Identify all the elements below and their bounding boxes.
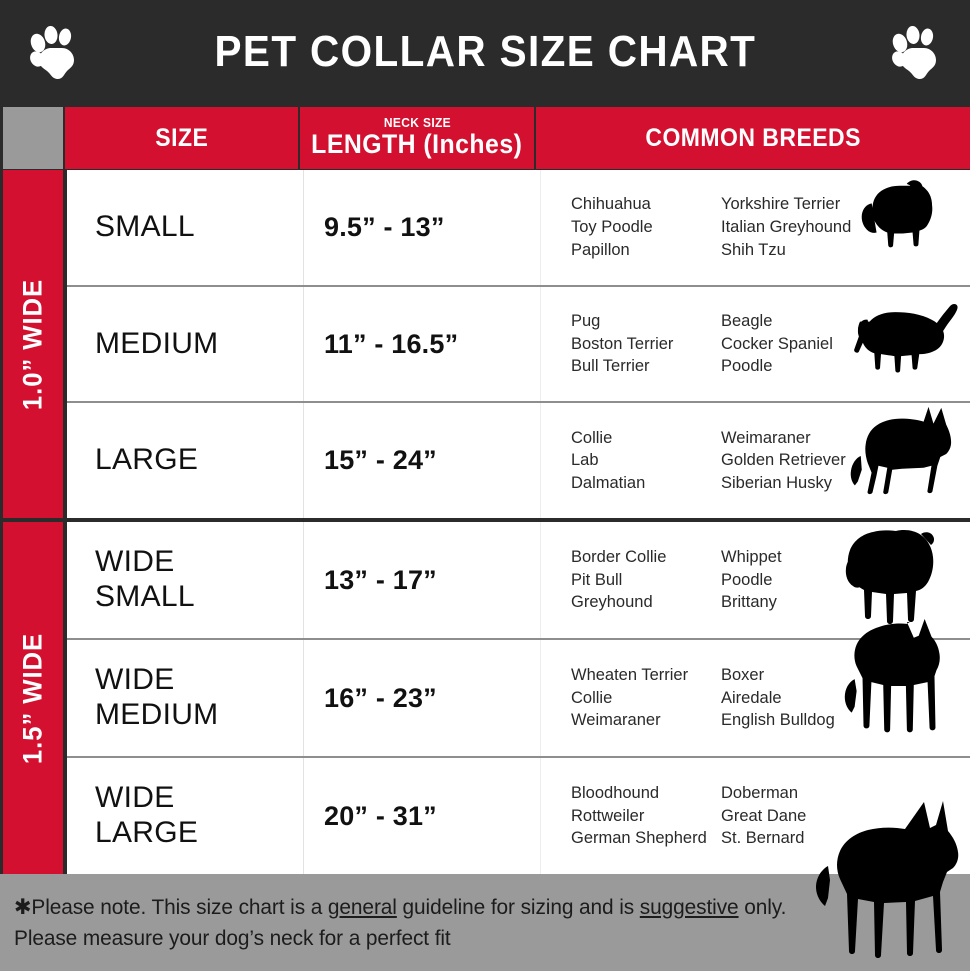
cell-size: WIDE MEDIUM — [67, 640, 304, 756]
length-value: 16” - 23” — [324, 682, 437, 713]
footer-text-part-3: only. — [738, 894, 787, 919]
section-label-1-0-wide: 1.0” WIDE — [3, 170, 63, 518]
section-label-text: 1.5” WIDE — [17, 632, 48, 764]
header-cell-length: NECK SIZE LENGTH (Inches) — [299, 107, 535, 169]
cell-breeds: Collie Lab Dalmatian Weimaraner Golden R… — [541, 403, 970, 518]
table-header-row: SIZE NECK SIZE LENGTH (Inches) COMMON BR… — [0, 107, 970, 169]
table-row: WIDE SMALL 13” - 17” Border Collie Pit B… — [67, 522, 970, 640]
table-row: WIDE LARGE 20” - 31” Bloodhound Rottweil… — [67, 758, 970, 874]
table-row: LARGE 15” - 24” Collie Lab Dalmatian Wei… — [67, 403, 970, 518]
cell-length: 13” - 17” — [304, 522, 541, 638]
header-bar: PET COLLAR SIZE CHART — [0, 0, 970, 103]
breed-list-column-1: Collie Lab Dalmatian — [571, 428, 646, 493]
table-row: SMALL 9.5” - 13” Chihuahua Toy Poodle Pa… — [67, 170, 970, 287]
cell-breeds: Chihuahua Toy Poodle Papillon Yorkshire … — [541, 170, 970, 285]
cell-size: MEDIUM — [67, 286, 304, 402]
section-label-divider — [63, 170, 67, 518]
header-label-size: SIZE — [154, 123, 208, 152]
cell-breeds: Pug Boston Terrier Bull Terrier Beagle C… — [541, 287, 970, 402]
section-1-0-wide: 1.0” WIDE SMALL 9.5” - 13” Chihuahua Toy… — [0, 170, 970, 518]
footer-note: ✱Please note. This size chart is a gener… — [0, 801, 970, 971]
cell-length: 15” - 24” — [304, 403, 541, 518]
section-label-divider — [63, 522, 67, 874]
paw-print-icon — [26, 26, 82, 80]
cell-breeds: Wheaten Terrier Collie Weimaraner Boxer … — [541, 618, 970, 756]
length-value: 9.5” - 13” — [324, 211, 445, 242]
header-cell-size: SIZE — [64, 107, 298, 169]
cell-size: WIDE SMALL — [67, 522, 304, 638]
page-title: PET COLLAR SIZE CHART — [214, 26, 756, 76]
header-sublabel-neck-size: NECK SIZE — [383, 114, 451, 130]
length-value: 20” - 31” — [324, 800, 437, 831]
cell-size: WIDE LARGE — [67, 758, 304, 874]
breed-list-column-1: Border Collie Pit Bull Greyhound — [571, 547, 667, 612]
footer-underline-general: general — [327, 894, 397, 919]
header-label-length: LENGTH (Inches) — [311, 129, 523, 160]
section-label-1-5-wide: 1.5” WIDE — [3, 522, 63, 874]
size-label: WIDE SMALL — [95, 545, 195, 613]
header-label-breeds: COMMON BREEDS — [645, 123, 862, 152]
breed-list-column-2: Beagle Cocker Spaniel Poodle — [721, 311, 833, 376]
length-value: 11” - 16.5” — [324, 328, 459, 359]
breed-list-column-1: Wheaten Terrier Collie Weimaraner — [571, 665, 689, 730]
cell-size: SMALL — [67, 170, 304, 285]
size-label: WIDE LARGE — [95, 781, 199, 849]
footer-text-part-1: ✱Please note. This size chart is a — [14, 894, 328, 919]
header-divider — [534, 107, 537, 169]
cell-length: 11” - 16.5” — [304, 286, 541, 402]
breed-list-column-1: Chihuahua Toy Poodle Papillon — [571, 195, 653, 259]
section-label-text: 1.0” WIDE — [17, 278, 48, 410]
size-label: SMALL — [95, 209, 195, 243]
footer-text-part-2: guideline for sizing and is — [396, 894, 640, 919]
cell-breeds: Border Collie Pit Bull Greyhound Whippet… — [541, 522, 970, 638]
breed-list-column-1: Pug Boston Terrier Bull Terrier — [571, 311, 674, 376]
breed-list-column-2: Doberman Great Dane St. Bernard — [721, 783, 807, 848]
breed-list-column-2: Whippet Poodle Brittany — [721, 547, 782, 612]
section-rows: WIDE SMALL 13” - 17” Border Collie Pit B… — [67, 522, 970, 874]
header-cell-breeds: COMMON BREEDS — [536, 107, 970, 169]
cell-length: 20” - 31” — [304, 758, 541, 874]
section-1-5-wide: 1.5” WIDE WIDE SMALL 13” - 17” Border Co… — [0, 522, 970, 874]
paw-print-icon — [888, 26, 944, 80]
breed-list-column-2: Weimaraner Golden Retriever Siberian Hus… — [721, 428, 846, 493]
breed-list-column-2: Boxer Airedale English Bulldog — [721, 665, 835, 730]
breed-list-column-1: Bloodhound Rottweiler German Shepherd — [571, 783, 707, 848]
cell-breeds: Bloodhound Rottweiler German Shepherd Do… — [541, 758, 970, 874]
size-label: WIDE MEDIUM — [95, 663, 219, 731]
length-value: 15” - 24” — [324, 445, 437, 476]
footer-line-2: Please measure your dog’s neck for a per… — [14, 925, 451, 950]
header-divider — [297, 107, 300, 169]
cell-size: LARGE — [67, 403, 304, 518]
header-divider — [62, 107, 65, 169]
length-value: 13” - 17” — [324, 564, 437, 595]
section-rows: SMALL 9.5” - 13” Chihuahua Toy Poodle Pa… — [67, 170, 970, 518]
table-row: WIDE MEDIUM 16” - 23” Wheaten Terrier Co… — [67, 618, 970, 758]
footer-line-1: ✱Please note. This size chart is a gener… — [14, 892, 941, 923]
table-body: 1.0” WIDE SMALL 9.5” - 13” Chihuahua Toy… — [0, 170, 970, 874]
size-label: LARGE — [95, 443, 199, 477]
size-label: MEDIUM — [95, 326, 219, 360]
cell-length: 9.5” - 13” — [304, 170, 541, 285]
cell-length: 16” - 23” — [304, 640, 541, 756]
table-row: MEDIUM 11” - 16.5” Pug Boston Terrier Bu… — [67, 286, 970, 404]
footer-underline-suggestive: suggestive — [639, 894, 739, 919]
breed-list-column-2: Yorkshire Terrier Italian Greyhound Shih… — [721, 195, 852, 259]
header-corner-cell — [3, 107, 63, 169]
